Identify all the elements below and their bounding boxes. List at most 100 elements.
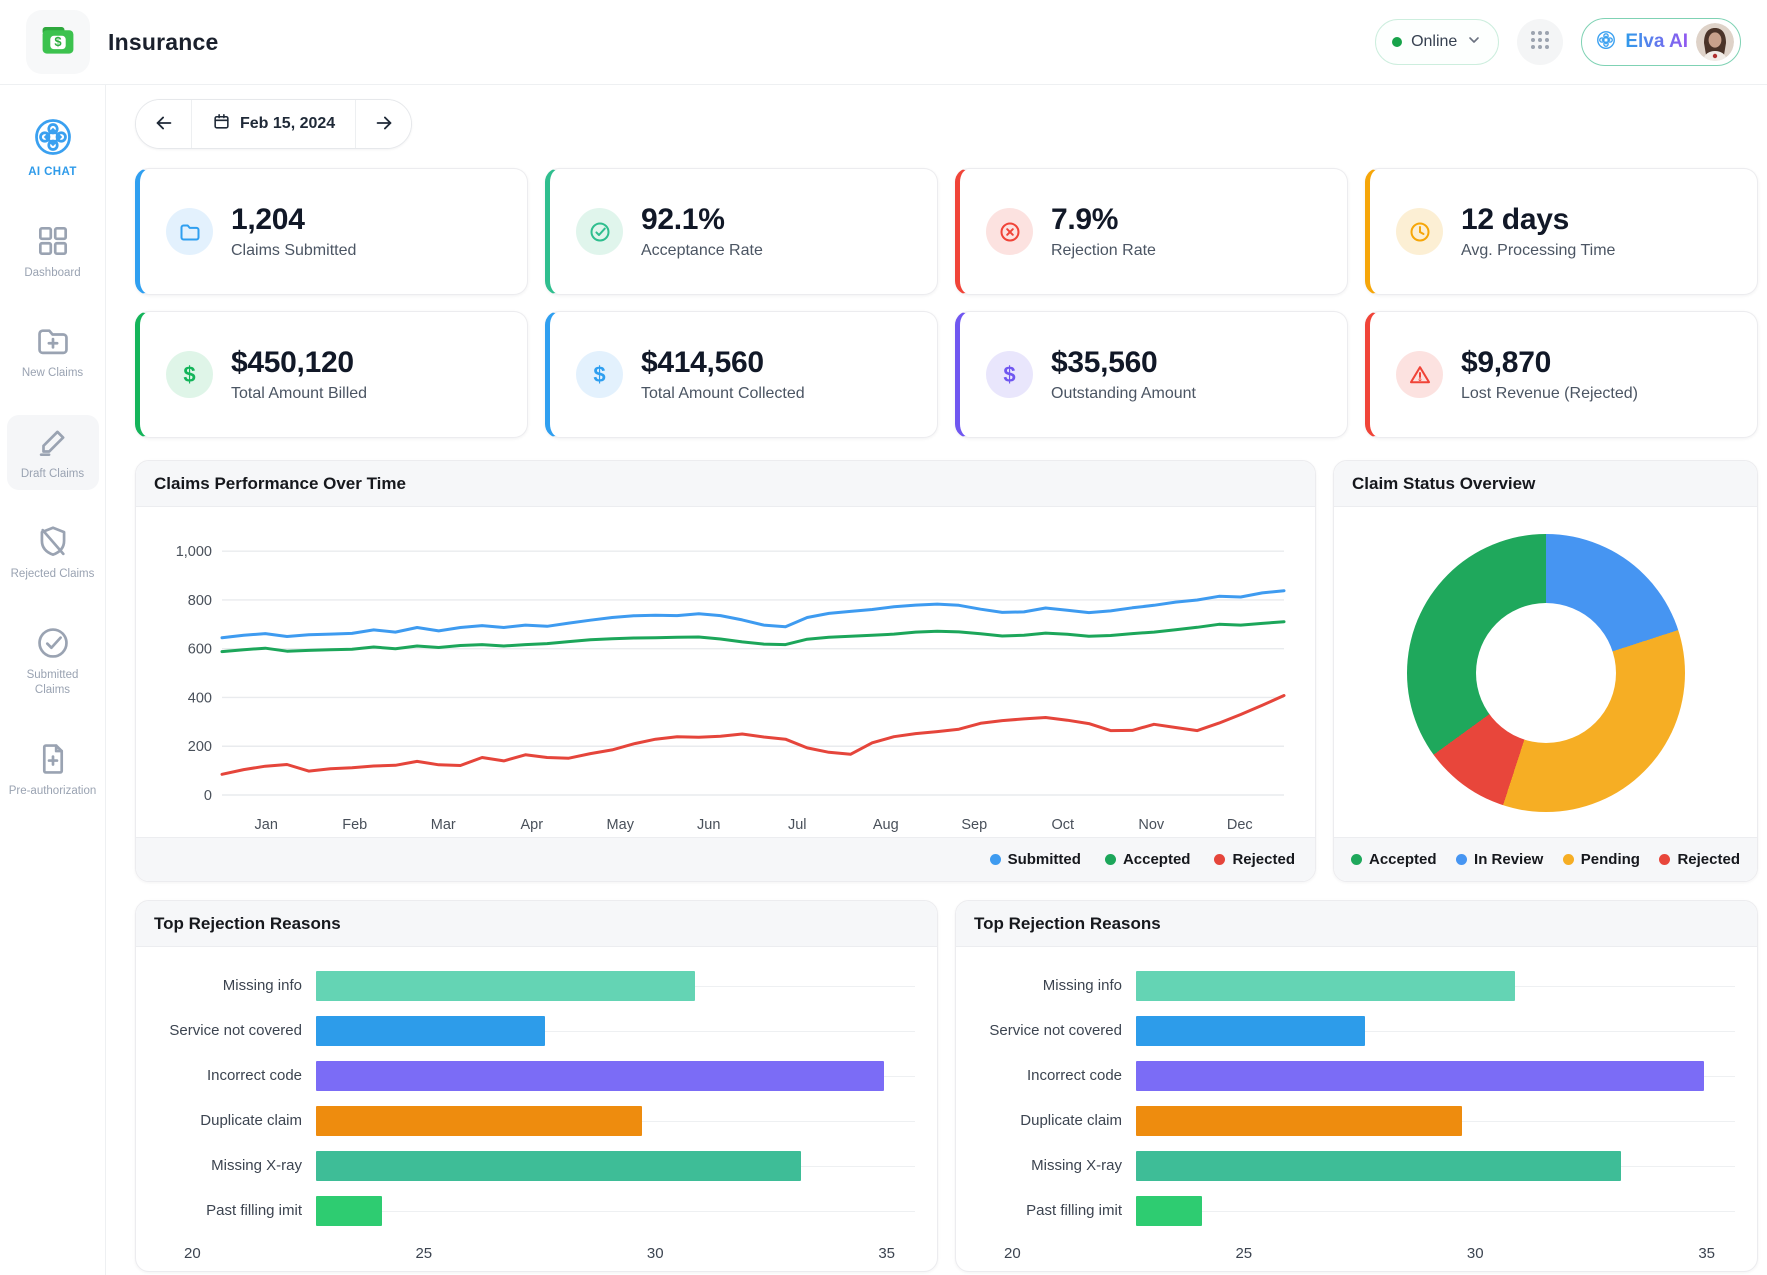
ai-chat-mandala-icon bbox=[31, 115, 75, 159]
donut-chart bbox=[1406, 534, 1685, 812]
bar-chart-left-title: Top Rejection Reasons bbox=[154, 913, 341, 933]
svg-text:Sep: Sep bbox=[961, 817, 987, 833]
bar-missing-info bbox=[316, 970, 695, 1001]
kpi-label: Outstanding Amount bbox=[1051, 385, 1196, 402]
kpi-value: 92.1% bbox=[641, 203, 725, 236]
next-date-button[interactable] bbox=[355, 100, 412, 148]
page-title: Insurance bbox=[108, 28, 219, 55]
sidebar-item-new-claims[interactable]: New Claims bbox=[7, 314, 99, 390]
donut-hole bbox=[1475, 603, 1616, 743]
legend-dot bbox=[1562, 854, 1574, 865]
bar-past-filling-imit bbox=[1136, 1195, 1202, 1226]
legend-item-accepted[interactable]: Accepted bbox=[1351, 851, 1437, 868]
legend-item-rejected[interactable]: Rejected bbox=[1214, 851, 1295, 868]
kpi-label: Avg. Processing Time bbox=[1461, 242, 1616, 259]
user-menu[interactable]: Elva AI bbox=[1581, 18, 1741, 66]
user-name: Elva AI bbox=[1625, 31, 1688, 52]
bar-category-label: Missing X-ray bbox=[211, 1157, 302, 1174]
svg-text:Mar: Mar bbox=[431, 817, 456, 833]
kpi-value: $414,560 bbox=[641, 346, 764, 379]
chevron-down-icon bbox=[1466, 32, 1482, 53]
kpi-value: 1,204 bbox=[231, 203, 305, 236]
calendar-icon bbox=[212, 112, 231, 136]
sidebar-item-submitted-claims[interactable]: Submitted Claims bbox=[7, 616, 99, 707]
bar-service-not-covered bbox=[316, 1015, 545, 1046]
legend-item-rejected[interactable]: Rejected bbox=[1659, 851, 1740, 868]
sidebar-item-pre-authorization[interactable]: Pre-authorization bbox=[7, 732, 99, 808]
bar-row-incorrect-code: Incorrect code bbox=[148, 1053, 915, 1098]
bar-chart-panel-right: Top Rejection Reasons Missing info Servi… bbox=[955, 900, 1758, 1272]
bar-gridline bbox=[316, 1210, 915, 1212]
x-tick-label: 25 bbox=[415, 1245, 433, 1262]
bar-incorrect-code bbox=[1136, 1060, 1705, 1091]
line-chart-header: Claims Performance Over Time bbox=[136, 461, 1315, 507]
sidebar-item-label: Submitted Claims bbox=[26, 668, 79, 697]
svg-text:0: 0 bbox=[204, 788, 212, 804]
donut-chart-panel: Claim Status Overview Accepted In Review… bbox=[1333, 460, 1758, 882]
bar-category-label: Past filling imit bbox=[1026, 1202, 1122, 1219]
bar-area bbox=[316, 1150, 915, 1181]
legend-item-pending[interactable]: Pending bbox=[1562, 851, 1640, 868]
kpi-label: Lost Revenue (Rejected) bbox=[1461, 385, 1638, 402]
bar-category-label: Duplicate claim bbox=[200, 1112, 302, 1129]
kpi-value: $450,120 bbox=[231, 346, 354, 379]
bar-row-service-not-covered: Service not covered bbox=[148, 1008, 915, 1053]
svg-text:800: 800 bbox=[188, 593, 212, 609]
apps-grid-button[interactable] bbox=[1517, 19, 1564, 65]
sidebar-item-dashboard[interactable]: Dashboard bbox=[7, 214, 99, 290]
sidebar-item-rejected-claims[interactable]: Rejected Claims bbox=[7, 515, 99, 591]
dollar-icon: $ bbox=[166, 351, 213, 398]
legend-label: Rejected bbox=[1677, 851, 1740, 868]
bar-area bbox=[1136, 1195, 1735, 1226]
bar-category-label: Service not covered bbox=[169, 1022, 302, 1039]
bar-area bbox=[1136, 1060, 1735, 1091]
bar-service-not-covered bbox=[1136, 1015, 1365, 1046]
bottom-row: Top Rejection Reasons Missing info Servi… bbox=[135, 900, 1758, 1272]
legend-label: Accepted bbox=[1369, 851, 1437, 868]
legend-item-in-review[interactable]: In Review bbox=[1456, 851, 1543, 868]
sidebar-item-draft-claims[interactable]: Draft Claims bbox=[6, 414, 99, 491]
prev-date-button[interactable] bbox=[136, 100, 192, 148]
check-circle-icon bbox=[576, 208, 623, 255]
bar-area bbox=[316, 1105, 915, 1136]
arrow-right-icon bbox=[373, 112, 395, 137]
x-tick-label: 20 bbox=[1004, 1245, 1021, 1262]
clock-icon bbox=[1396, 208, 1443, 255]
legend-label: Pending bbox=[1580, 851, 1640, 868]
sidebar: AI CHAT Dashboard New Claims Draft Claims Re… bbox=[0, 85, 106, 1275]
dashboard-grid-icon bbox=[34, 222, 72, 260]
bar-area bbox=[316, 970, 915, 1001]
bar-category-label: Missing info bbox=[1042, 977, 1122, 994]
x-tick-label: 30 bbox=[646, 1245, 664, 1262]
x-tick-label: 25 bbox=[1235, 1245, 1253, 1262]
sidebar-item-ai-chat[interactable]: AI CHAT bbox=[7, 107, 99, 189]
bar-gridline bbox=[1136, 1210, 1735, 1212]
line-chart-legend: Submitted Accepted Rejected bbox=[136, 837, 1315, 881]
bar-x-ticks: 20 25 30 35 bbox=[136, 1245, 937, 1262]
legend-item-accepted[interactable]: Accepted bbox=[1104, 851, 1190, 868]
bar-x-ticks: 20 25 30 35 bbox=[956, 1245, 1757, 1262]
bar-row-past-filling-imit: Past filling imit bbox=[148, 1188, 915, 1233]
bar-category-label: Missing X-ray bbox=[1031, 1157, 1122, 1174]
bar-row-service-not-covered: Service not covered bbox=[968, 1008, 1735, 1053]
donut-chart-title: Claim Status Overview bbox=[1352, 473, 1536, 493]
bar-past-filling-imit bbox=[316, 1195, 382, 1226]
bar-area bbox=[1136, 970, 1735, 1001]
line-chart-body: 1,000 800 600 400 200 0 Jan Feb Mar Apr May Jun Jul A… bbox=[136, 507, 1315, 839]
bar-row-duplicate-claim: Duplicate claim bbox=[968, 1098, 1735, 1143]
bar-row-missing-x-ray: Missing X-ray bbox=[968, 1143, 1735, 1188]
bar-row-missing-info: Missing info bbox=[148, 963, 915, 1008]
legend-item-submitted[interactable]: Submitted bbox=[989, 851, 1081, 868]
kpi-label: Acceptance Rate bbox=[641, 242, 763, 259]
bar-rows: Missing info Service not covered bbox=[136, 947, 937, 1233]
kpi-card-rejection-rate: 7.9% Rejection Rate bbox=[955, 168, 1348, 295]
online-status-label: Online bbox=[1411, 33, 1458, 50]
bar-area bbox=[1136, 1015, 1735, 1046]
header-actions: Online Elva AI bbox=[1375, 18, 1741, 66]
sidebar-item-label: New Claims bbox=[21, 367, 84, 380]
date-picker[interactable]: Feb 15, 2024 bbox=[192, 100, 355, 148]
bar-gridline bbox=[1136, 1030, 1735, 1032]
online-status-dropdown[interactable]: Online bbox=[1375, 19, 1500, 65]
bar-row-past-filling-imit: Past filling imit bbox=[968, 1188, 1735, 1233]
shield-slash-icon bbox=[34, 523, 72, 561]
